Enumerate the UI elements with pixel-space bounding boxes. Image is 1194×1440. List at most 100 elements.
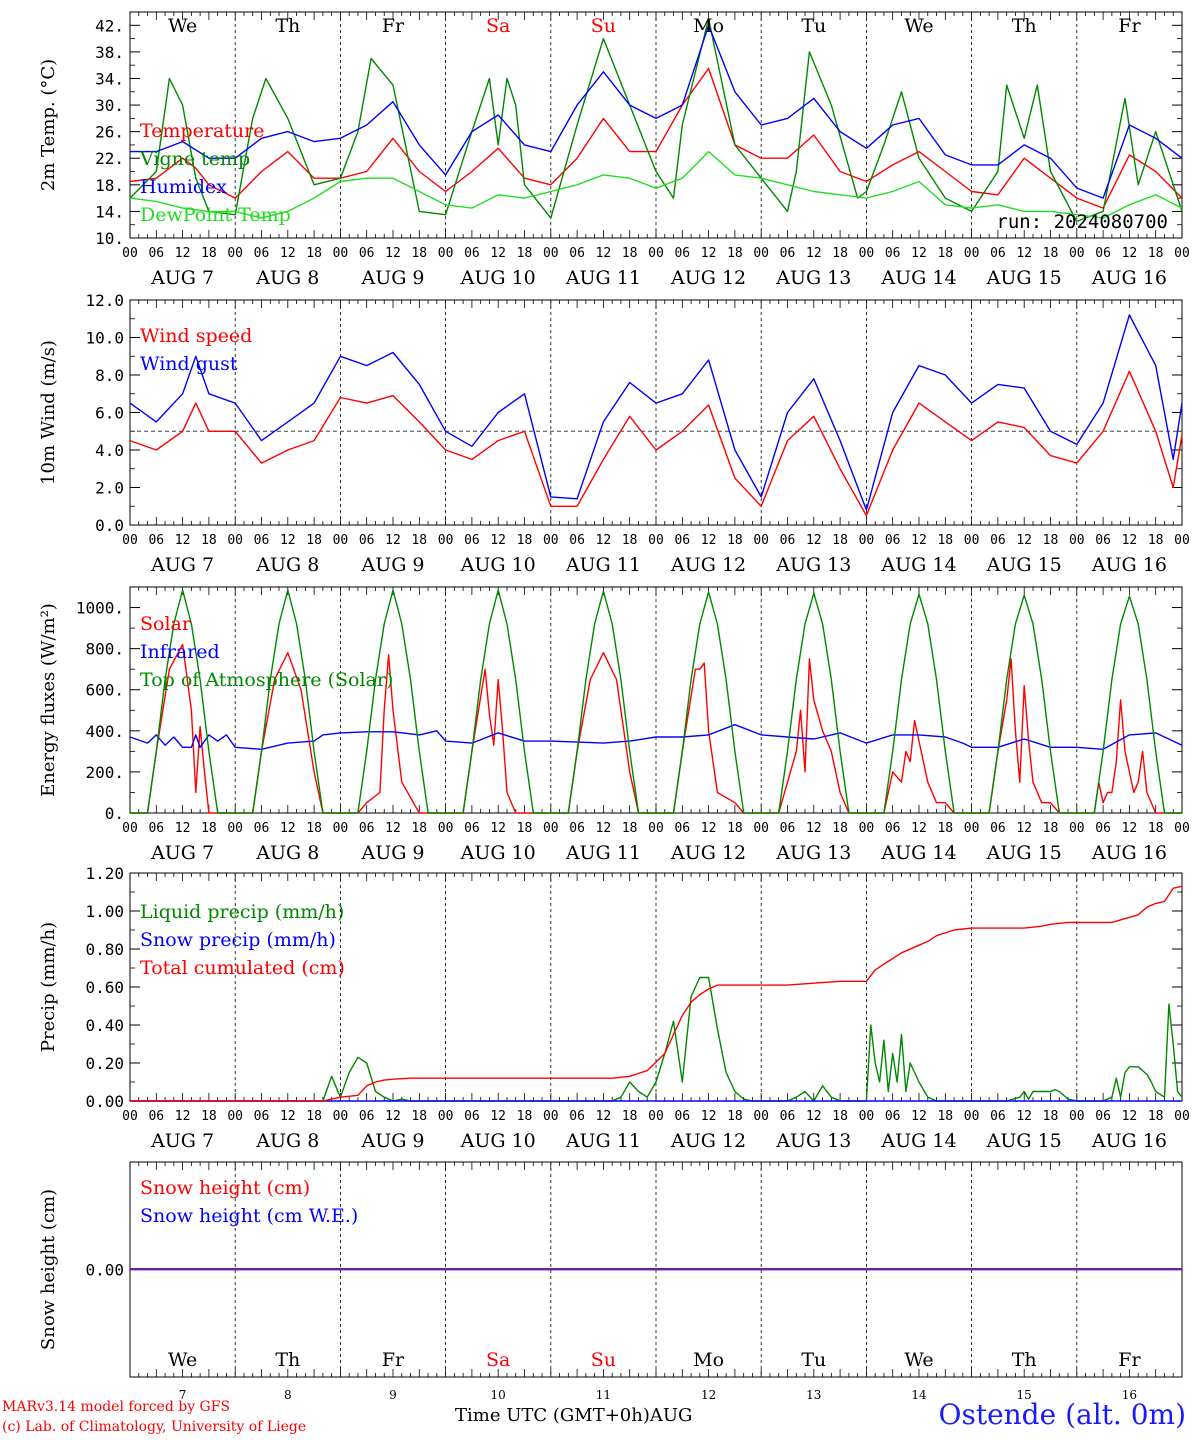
hour-tick-label: 00	[1069, 246, 1085, 261]
y-tick-label: 34.	[95, 69, 124, 88]
legend-entry: Snow height (cm)	[140, 1177, 310, 1199]
panel-2: 0.0 2.0 4.0 6.0 8.0 10.0 12.0 10m Wind (m/s) Win…	[38, 291, 1190, 576]
hour-tick-label: 06	[464, 533, 480, 548]
hour-tick-label: 18	[832, 821, 848, 836]
hour-tick-label: 00	[1174, 821, 1190, 836]
hour-tick-label: 18	[411, 821, 427, 836]
weekday-label-bottom: We	[904, 1349, 933, 1371]
hour-tick-label: 12	[1122, 246, 1138, 261]
legend-entry: Solar	[140, 613, 192, 635]
hour-tick-label: 06	[148, 1109, 164, 1124]
hour-tick-label: 18	[306, 1109, 322, 1124]
date-label: AUG 14	[880, 1130, 956, 1152]
panel-3: 0. 200. 400. 600. 800. 1000. Energy fluxes (W/…	[38, 586, 1190, 864]
date-label: AUG 12	[670, 267, 746, 289]
hour-tick-label: 06	[990, 821, 1006, 836]
hour-tick-label: 06	[569, 1109, 585, 1124]
weekday-label-bottom: Mo	[693, 1349, 724, 1371]
hour-tick-label: 12	[490, 1109, 506, 1124]
date-label: AUG 8	[255, 842, 319, 864]
hour-tick-label: 18	[306, 821, 322, 836]
series-line-wind-gust	[129, 314, 1183, 511]
hour-tick-label: 06	[780, 246, 796, 261]
y-tick-label: 10.	[95, 229, 124, 248]
legend-entry: Wind gust	[140, 353, 238, 375]
hour-tick-label: 06	[569, 533, 585, 548]
hour-tick-label: 00	[753, 533, 769, 548]
hour-tick-label: 18	[622, 821, 638, 836]
hour-tick-label: 12	[911, 821, 927, 836]
date-label: AUG 13	[775, 554, 851, 576]
date-label: AUG 7	[150, 842, 214, 864]
hour-tick-label: 12	[280, 1109, 296, 1124]
date-label: AUG 14	[880, 842, 956, 864]
date-label: AUG 7	[150, 554, 214, 576]
legend-entry: Snow precip (mm/h)	[140, 929, 336, 951]
hour-tick-label: 06	[359, 1109, 375, 1124]
hour-tick-label: 06	[885, 533, 901, 548]
day-number-bottom: 9	[389, 1388, 397, 1402]
hour-tick-label: 00	[333, 533, 349, 548]
hour-tick-label: 18	[411, 246, 427, 261]
hour-tick-label: 12	[701, 1109, 717, 1124]
y-tick-label: 4.0	[95, 441, 124, 460]
y-tick-label: 0.80	[85, 940, 124, 959]
date-label: AUG 16	[1091, 842, 1167, 864]
hour-tick-label: 18	[1043, 246, 1059, 261]
hour-tick-label: 12	[1122, 1109, 1138, 1124]
date-label: AUG 16	[1091, 1130, 1167, 1152]
weekday-label-bottom: Su	[591, 1349, 616, 1371]
hour-tick-label: 18	[727, 821, 743, 836]
hour-tick-label: 18	[306, 246, 322, 261]
hour-tick-label: 18	[937, 1109, 953, 1124]
run-label: run: 2024080700	[996, 211, 1168, 233]
date-label: AUG 8	[255, 267, 319, 289]
hour-tick-label: 06	[359, 246, 375, 261]
hour-tick-label: 00	[964, 821, 980, 836]
hour-tick-label: 06	[885, 246, 901, 261]
hour-tick-label: 12	[385, 1109, 401, 1124]
hour-tick-label: 18	[1043, 533, 1059, 548]
hour-tick-label: 12	[490, 246, 506, 261]
date-label: AUG 7	[150, 267, 214, 289]
hour-tick-label: 00	[648, 246, 664, 261]
hour-tick-label: 06	[148, 821, 164, 836]
y-tick-label: 0.60	[85, 978, 124, 997]
hour-tick-label: 00	[122, 1109, 138, 1124]
date-label: AUG 15	[986, 554, 1062, 576]
hour-tick-label: 00	[859, 821, 875, 836]
hour-tick-label: 06	[674, 246, 690, 261]
hour-tick-label: 06	[990, 246, 1006, 261]
weekday-label-bottom: Th	[1012, 1349, 1037, 1371]
hour-tick-label: 12	[911, 1109, 927, 1124]
date-label: AUG 9	[360, 1130, 424, 1152]
hour-tick-label: 12	[596, 246, 612, 261]
y-tick-label: 42.	[95, 16, 124, 35]
hour-tick-label: 06	[359, 821, 375, 836]
date-label: AUG 13	[775, 267, 851, 289]
date-label: AUG 10	[460, 1130, 536, 1152]
y-tick-label: 0.20	[85, 1054, 124, 1073]
hour-tick-label: 00	[1174, 533, 1190, 548]
hour-tick-label: 00	[753, 246, 769, 261]
date-label: AUG 8	[255, 1130, 319, 1152]
hour-tick-label: 18	[832, 533, 848, 548]
y-tick-label: 200.	[85, 763, 124, 782]
hour-tick-label: 00	[648, 821, 664, 836]
date-label: AUG 14	[880, 267, 956, 289]
y-tick-label: 1000.	[76, 599, 124, 618]
hour-tick-label: 12	[1016, 246, 1032, 261]
y-axis-title: 10m Wind (m/s)	[38, 340, 59, 485]
hour-tick-label: 18	[411, 1109, 427, 1124]
hour-tick-label: 00	[543, 821, 559, 836]
hour-tick-label: 18	[201, 821, 217, 836]
hour-tick-label: 00	[964, 246, 980, 261]
weekday-label: Su	[591, 15, 616, 37]
y-axis-title: Energy fluxes (W/m²)	[38, 603, 59, 797]
y-tick-label: 6.0	[95, 404, 124, 423]
y-axis-title: Snow height (cm)	[38, 1189, 59, 1350]
hour-tick-label: 00	[1069, 1109, 1085, 1124]
series-line-infrared	[129, 724, 1183, 750]
hour-tick-label: 06	[464, 821, 480, 836]
y-tick-label: 10.0	[85, 329, 124, 348]
